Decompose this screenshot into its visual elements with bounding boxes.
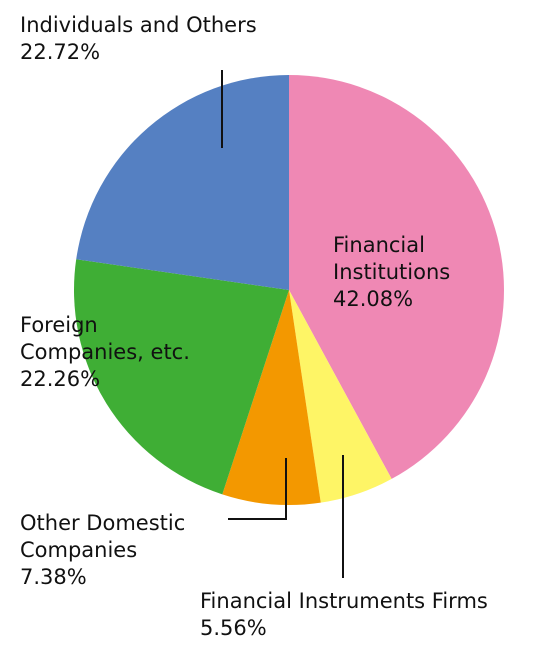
pie-slice — [76, 75, 289, 290]
pie-slice — [73, 259, 289, 495]
category-name: Financial Institutions — [333, 233, 451, 284]
value-label: 5.56% — [200, 616, 267, 640]
value-label: 7.38% — [20, 565, 87, 589]
leader-line — [228, 458, 287, 520]
pie-slice — [289, 290, 392, 503]
slice-label: Foreign Companies, etc. 22.26% — [20, 312, 190, 393]
value-label: 22.72% — [20, 40, 101, 64]
category-name: Foreign Companies, etc. — [20, 313, 190, 364]
slice-label: Other Domestic Companies 7.38% — [20, 510, 185, 591]
slice-label: Individuals and Others 22.72% — [20, 12, 257, 66]
category-name: Financial Instruments Firms — [200, 589, 488, 613]
category-name: Individuals and Others — [20, 13, 257, 37]
category-name: Other Domestic Companies — [20, 511, 186, 562]
pie-slice — [289, 75, 504, 479]
value-label: 22.26% — [20, 367, 101, 391]
value-label: 42.08% — [333, 287, 414, 311]
pie-slice — [222, 290, 321, 505]
slice-label: Financial Instruments Firms 5.56% — [200, 588, 488, 642]
slice-label: Financial Institutions 42.08% — [333, 232, 450, 313]
